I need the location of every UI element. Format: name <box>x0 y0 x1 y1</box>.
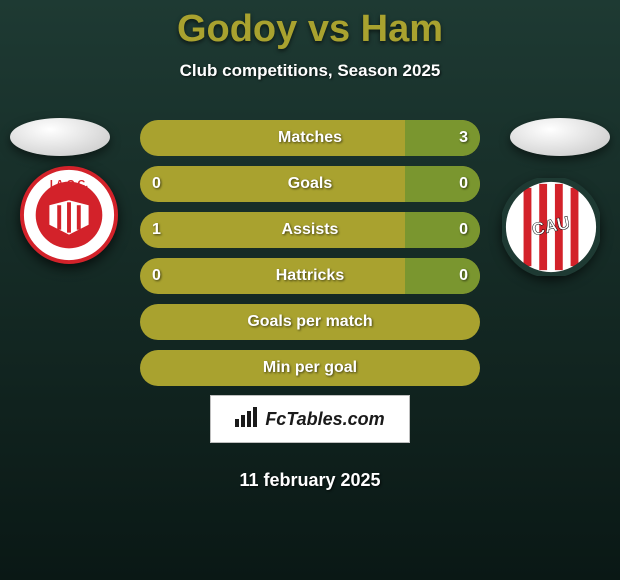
stat-row-min-per-goal: Min per goal <box>140 350 480 386</box>
date-text: 11 february 2025 <box>0 470 620 491</box>
stat-value-right: 0 <box>459 166 468 202</box>
subtitle: Club competitions, Season 2025 <box>0 61 620 81</box>
stat-label: Hattricks <box>140 258 480 294</box>
stat-row-matches: Matches 3 <box>140 120 480 156</box>
stat-row-hattricks: 0 Hattricks 0 <box>140 258 480 294</box>
brand-text: FcTables.com <box>265 409 384 430</box>
stat-label: Matches <box>140 120 480 156</box>
brand-badge: FcTables.com <box>210 395 410 443</box>
stat-label: Min per goal <box>140 350 480 386</box>
stat-label: Assists <box>140 212 480 248</box>
stat-value-right: 3 <box>459 120 468 156</box>
stat-row-goals: 0 Goals 0 <box>140 166 480 202</box>
player-avatar-right <box>510 118 610 156</box>
team-crest-left: I.A.C.C. <box>20 166 118 264</box>
crest-left-text: I.A.C.C. <box>50 179 88 191</box>
stat-label: Goals per match <box>140 304 480 340</box>
page-title: Godoy vs Ham <box>0 0 620 51</box>
stat-value-right: 0 <box>459 258 468 294</box>
stats-container: Matches 3 0 Goals 0 1 Assists 0 0 Hattri… <box>140 120 480 396</box>
stat-row-goals-per-match: Goals per match <box>140 304 480 340</box>
player-avatar-left <box>10 118 110 156</box>
stat-value-right: 0 <box>459 212 468 248</box>
team-crest-right: CAU <box>502 178 600 276</box>
stat-row-assists: 1 Assists 0 <box>140 212 480 248</box>
chart-icon <box>235 407 257 432</box>
stat-label: Goals <box>140 166 480 202</box>
